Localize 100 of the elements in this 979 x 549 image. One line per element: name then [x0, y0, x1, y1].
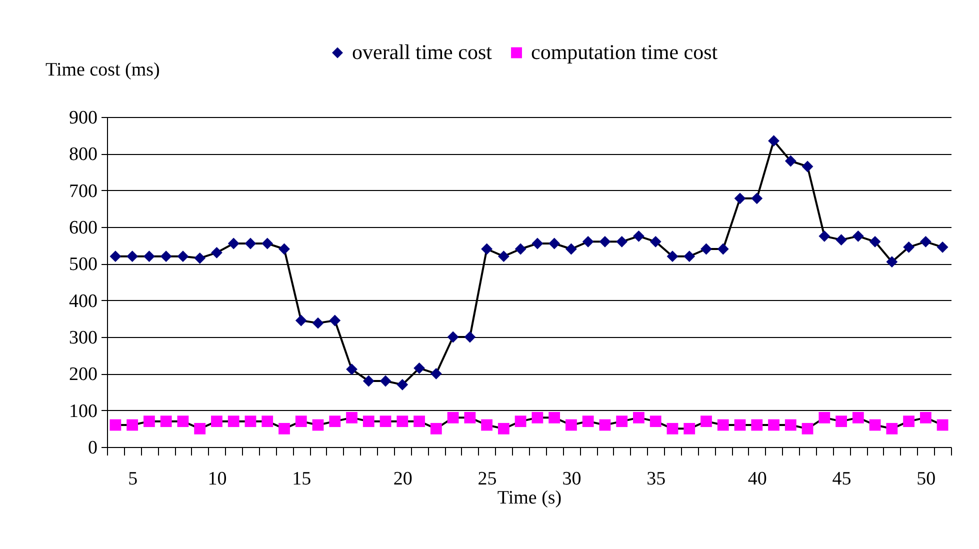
- point: [818, 230, 830, 242]
- point: [346, 364, 358, 375]
- point: [920, 236, 932, 248]
- point: [211, 246, 222, 258]
- point: [582, 236, 594, 248]
- x-tick-label: 30: [562, 468, 582, 490]
- point: [194, 422, 206, 434]
- point: [414, 362, 425, 374]
- point: [548, 238, 560, 250]
- y-tick-label: 100: [69, 400, 98, 422]
- point: [514, 243, 526, 255]
- point: [228, 416, 240, 428]
- point: [920, 412, 932, 424]
- point: [160, 416, 172, 428]
- y-tick-label: 200: [69, 364, 98, 386]
- point: [599, 236, 611, 248]
- point: [464, 331, 476, 343]
- x-tick-label: 50: [916, 468, 936, 490]
- point: [144, 250, 155, 262]
- point: [481, 419, 492, 431]
- point: [244, 238, 256, 250]
- point: [329, 314, 341, 326]
- point: [936, 419, 948, 431]
- point: [362, 375, 374, 387]
- point: [430, 422, 442, 434]
- point: [532, 238, 544, 250]
- point: [836, 416, 847, 428]
- point: [784, 419, 796, 431]
- point: [684, 422, 696, 434]
- point: [869, 419, 881, 431]
- point: [548, 412, 560, 424]
- point: [666, 422, 678, 434]
- x-tick-label: 40: [748, 468, 767, 490]
- y-axis-title: Time cost (ms): [46, 60, 160, 80]
- point: [110, 250, 122, 262]
- point: [295, 314, 307, 326]
- point: [278, 243, 290, 255]
- point: [818, 412, 830, 424]
- point: [751, 419, 763, 431]
- point: [211, 416, 222, 428]
- point: [244, 416, 256, 428]
- point: [768, 419, 780, 431]
- point: [396, 378, 408, 390]
- point: [346, 412, 358, 424]
- point: [802, 422, 814, 434]
- point: [700, 416, 712, 428]
- point: [262, 238, 274, 250]
- point: [903, 241, 914, 253]
- point: [666, 250, 678, 262]
- point: [802, 160, 814, 172]
- point: [498, 422, 510, 434]
- point: [903, 416, 914, 428]
- point: [650, 416, 662, 428]
- x-tick-label: 5: [128, 468, 138, 490]
- y-tick-label: 500: [69, 254, 98, 276]
- legend-label: overall time cost: [352, 40, 492, 64]
- point: [430, 368, 442, 380]
- y-tick-label: 0: [88, 438, 98, 458]
- point: [734, 192, 746, 204]
- point: [717, 419, 729, 431]
- point: [684, 250, 696, 262]
- point: [700, 243, 712, 255]
- point: [447, 331, 459, 343]
- point: [362, 416, 374, 428]
- point: [312, 317, 324, 329]
- point: [852, 230, 864, 242]
- point: [278, 422, 290, 434]
- point: [566, 419, 577, 431]
- point: [751, 192, 763, 204]
- point: [852, 412, 864, 424]
- x-tick-label: 15: [292, 468, 312, 490]
- point: [464, 412, 476, 424]
- point: [784, 155, 796, 167]
- point: [126, 250, 138, 262]
- point: [886, 256, 898, 268]
- point: [734, 419, 746, 431]
- point: [616, 236, 628, 248]
- point: [481, 243, 492, 255]
- point: [650, 236, 662, 248]
- point: [380, 375, 392, 387]
- point: [514, 416, 526, 428]
- point: [498, 250, 510, 262]
- point: [414, 416, 425, 428]
- point: [532, 412, 544, 424]
- x-tick-label: 25: [478, 468, 497, 490]
- point: [329, 416, 341, 428]
- point: [447, 412, 459, 424]
- point: [936, 241, 948, 253]
- point: [633, 230, 644, 242]
- point: [836, 234, 847, 246]
- point: [194, 252, 206, 264]
- point: [177, 250, 189, 262]
- point: [144, 416, 155, 428]
- point: [582, 416, 594, 428]
- y-tick-label: 600: [69, 218, 98, 238]
- point: [717, 243, 729, 255]
- point: [177, 416, 189, 428]
- point: [869, 236, 881, 248]
- legend-label: computation time cost: [531, 40, 718, 64]
- point: [380, 416, 392, 428]
